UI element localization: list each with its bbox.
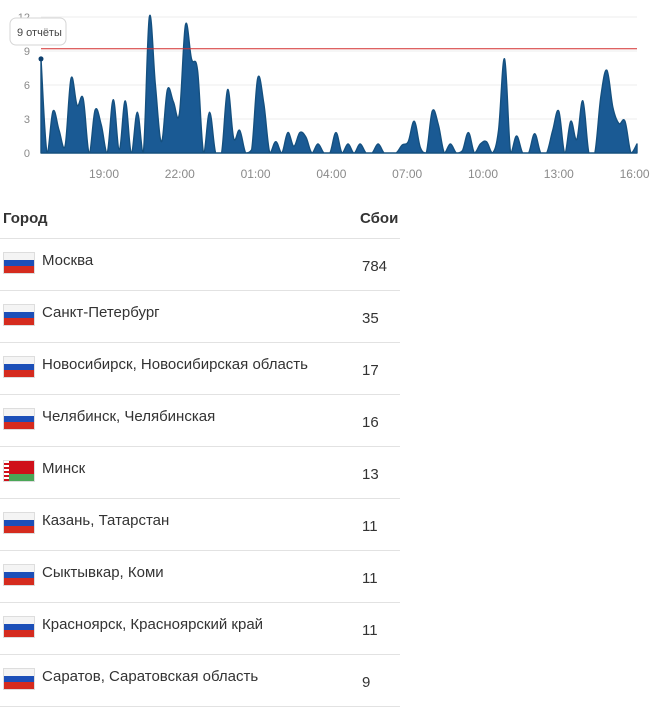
belarus-flag-icon — [4, 461, 34, 481]
russia-flag-icon — [4, 513, 34, 533]
chart-grid — [41, 16, 637, 154]
table-row[interactable]: Минск 13 — [0, 447, 400, 499]
x-tick-label: 16:00 — [620, 167, 650, 181]
city-name: Минск — [42, 460, 86, 477]
table-row[interactable]: Москва 784 — [0, 239, 400, 291]
table-row[interactable]: Челябинск, Челябинская 16 — [0, 395, 400, 447]
tooltip-text: 9 отчёты — [17, 27, 62, 39]
city-name: Санкт-Петербург — [42, 304, 160, 321]
outage-count: 9 — [362, 674, 371, 691]
city-table: Город Сбои Москва 784 Санкт-Петербург 35 Нов… — [0, 198, 400, 707]
outage-count: 11 — [362, 570, 378, 587]
table-row[interactable]: Новосибирск, Новосибирская область 17 — [0, 343, 400, 395]
city-name: Москва — [42, 252, 94, 269]
x-tick-label: 01:00 — [241, 167, 271, 181]
russia-flag-icon — [4, 565, 34, 585]
header-city: Город — [3, 209, 48, 227]
table-row[interactable]: Красноярск, Красноярский край 11 — [0, 603, 400, 655]
russia-flag-icon — [4, 409, 34, 429]
x-tick-label: 22:00 — [165, 167, 195, 181]
city-name: Саратов, Саратовская область — [42, 668, 259, 685]
x-axis: 19:00 22:00 01:00 04:00 07:00 10:00 13:00 16:00 — [89, 167, 650, 181]
x-tick-label: 13:00 — [544, 167, 574, 181]
y-tick-label: 0 — [24, 148, 30, 160]
city-name: Казань, Татарстан — [42, 512, 170, 529]
highlight-point[interactable] — [38, 56, 44, 62]
outage-count: 11 — [362, 518, 378, 535]
table-body: Москва 784 Санкт-Петербург 35 Новосибирск, Н… — [0, 239, 400, 707]
tooltip: 9 отчёты — [9, 17, 67, 46]
table-header: Город Сбои — [0, 198, 400, 239]
outage-count: 11 — [362, 622, 378, 639]
city-name: Новосибирск, Новосибирская область — [42, 356, 308, 373]
table-row[interactable]: Казань, Татарстан 11 — [0, 499, 400, 551]
outage-count: 16 — [362, 414, 379, 431]
tooltip-box — [9, 17, 67, 46]
x-tick-label: 10:00 — [468, 167, 498, 181]
outage-chart: 036912 19:0022:0001:0004:0007:0010:0013:… — [9, 12, 650, 181]
outage-count: 784 — [362, 258, 388, 275]
city-name: Челябинск, Челябинская — [42, 408, 216, 425]
city-name: Красноярск, Красноярский край — [42, 616, 264, 633]
russia-flag-icon — [4, 669, 34, 689]
chart-area — [40, 14, 638, 154]
table-row[interactable]: Сыктывкар, Коми 11 — [0, 551, 400, 603]
outage-count: 35 — [362, 310, 379, 327]
russia-flag-icon — [4, 617, 34, 637]
x-tick-label: 19:00 — [89, 167, 119, 181]
header-count: Сбои — [360, 209, 399, 227]
table-row[interactable]: Саратов, Саратовская область 9 — [0, 655, 400, 707]
outage-area-series — [40, 14, 638, 154]
outage-count: 13 — [362, 466, 379, 483]
russia-flag-icon — [4, 305, 34, 325]
y-tick-label: 3 — [24, 114, 30, 126]
x-tick-label: 07:00 — [392, 167, 422, 181]
outage-count: 17 — [362, 362, 379, 379]
russia-flag-icon — [4, 357, 34, 377]
russia-flag-icon — [4, 253, 34, 273]
city-name: Сыктывкар, Коми — [42, 564, 164, 581]
x-tick-label: 04:00 — [316, 167, 346, 181]
y-tick-label: 6 — [24, 80, 30, 92]
y-tick-label: 9 — [24, 46, 30, 58]
table-row[interactable]: Санкт-Петербург 35 — [0, 291, 400, 343]
